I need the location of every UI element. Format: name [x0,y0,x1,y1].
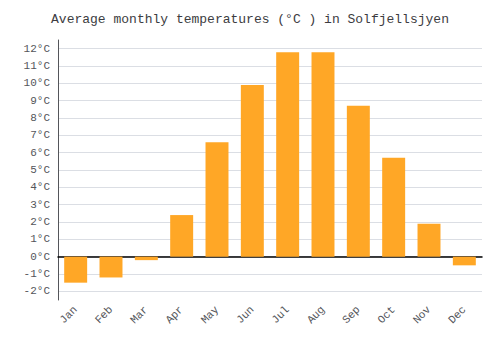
svg-text:-2°C: -2°C [24,285,51,297]
svg-text:Oct: Oct [375,304,397,326]
svg-text:Dec: Dec [446,304,468,326]
svg-text:Aug: Aug [305,304,327,326]
svg-text:0°C: 0°C [30,251,50,263]
svg-text:12°C: 12°C [24,43,51,55]
svg-text:9°C: 9°C [30,95,50,107]
svg-text:4°C: 4°C [30,181,50,193]
svg-text:Feb: Feb [93,304,115,326]
svg-text:Jul: Jul [269,304,291,326]
svg-text:8°C: 8°C [30,112,50,124]
svg-text:-1°C: -1°C [24,268,51,280]
svg-text:10°C: 10°C [24,77,51,89]
svg-text:5°C: 5°C [30,164,50,176]
svg-text:Jan: Jan [57,304,79,326]
svg-text:6°C: 6°C [30,147,50,159]
svg-text:Mar: Mar [128,304,150,326]
svg-text:May: May [199,303,222,326]
svg-text:Average monthly temperatures (: Average monthly temperatures (°C ) in So… [51,12,449,27]
svg-text:Jun: Jun [234,304,256,326]
svg-text:Nov: Nov [411,303,434,326]
svg-text:2°C: 2°C [30,216,50,228]
svg-text:1°C: 1°C [30,233,50,245]
svg-text:11°C: 11°C [24,60,51,72]
svg-text:Apr: Apr [163,304,185,326]
svg-text:7°C: 7°C [30,129,50,141]
svg-text:3°C: 3°C [30,199,50,211]
svg-text:Sep: Sep [340,304,362,326]
